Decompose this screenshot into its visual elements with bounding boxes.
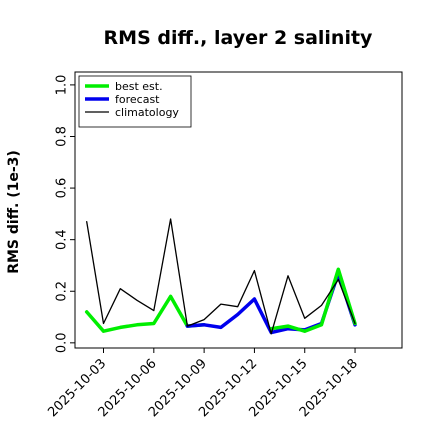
y-tick-label: 0.0 — [55, 332, 70, 353]
series-line-climatology — [86, 218, 356, 335]
legend-label: climatology — [115, 106, 179, 119]
series-line-best-est-continued — [269, 267, 357, 333]
legend-label: forecast — [115, 93, 160, 106]
y-tick-label: 0.6 — [55, 178, 70, 199]
plot-frame — [74, 71, 403, 349]
chart-title: RMS diff., layer 2 salinity — [104, 27, 374, 49]
y-tick-label: 1.0 — [55, 75, 70, 96]
y-tick-label: 0.4 — [55, 229, 70, 250]
y-axis-label: RMS diff. (1e-3) — [6, 150, 22, 274]
legend-label: best est. — [115, 80, 163, 93]
series-line-best-est- — [84, 294, 206, 333]
y-tick-label: 0.2 — [55, 281, 70, 302]
plot-area: 0.00.20.40.60.81.02025-10-032025-10-0620… — [45, 71, 403, 420]
y-tick-label: 0.8 — [55, 126, 70, 147]
